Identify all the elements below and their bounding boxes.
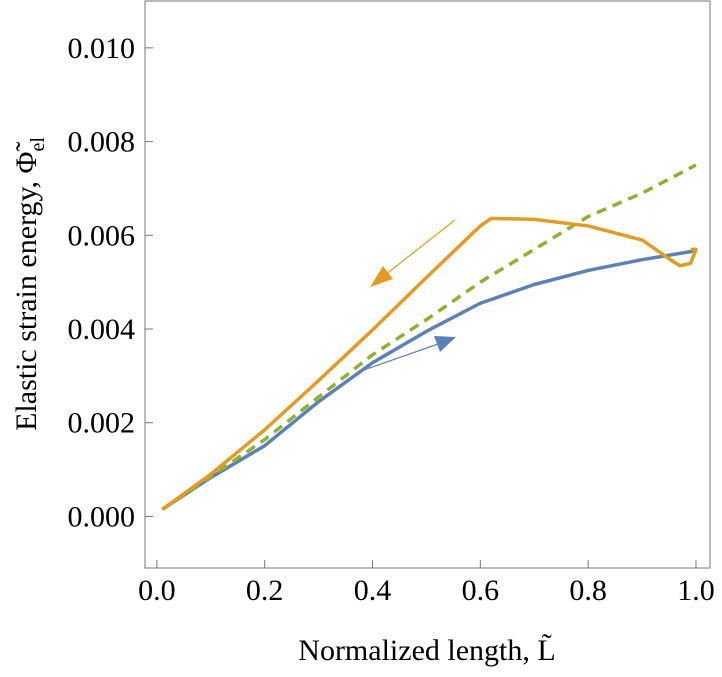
y-tick-label: 0.002 bbox=[68, 407, 136, 440]
y-tick-label: 0.008 bbox=[68, 126, 136, 159]
y-axis-label: Elastic strain energy, Φ̃el bbox=[10, 137, 49, 431]
x-tick-label: 0.0 bbox=[138, 574, 176, 607]
arrows bbox=[357, 219, 456, 373]
y-axis-label-subscript: el bbox=[27, 137, 49, 152]
y-tick-label: 0.006 bbox=[68, 219, 136, 252]
x-axis-label: Normalized length, L̃ bbox=[298, 634, 555, 667]
arrow-shaft bbox=[384, 219, 456, 276]
x-tick-label: 0.6 bbox=[462, 574, 500, 607]
plot-frame bbox=[144, 0, 711, 569]
x-tick-label: 1.0 bbox=[677, 574, 715, 607]
arrow-shaft bbox=[357, 343, 439, 373]
x-tick-label: 0.8 bbox=[569, 574, 607, 607]
arrow-head bbox=[434, 336, 456, 352]
arrow-head bbox=[370, 266, 393, 287]
y-tick-label: 0.010 bbox=[68, 32, 136, 65]
series-line bbox=[161, 163, 697, 511]
series-line bbox=[161, 216, 698, 511]
series-line bbox=[161, 249, 697, 511]
y-axis-label-main: Elastic strain energy, Φ̃ bbox=[10, 142, 43, 431]
x-tick-label: 0.4 bbox=[354, 574, 392, 607]
y-tick-label: 0.000 bbox=[68, 500, 136, 533]
y-tick-label: 0.004 bbox=[68, 313, 136, 346]
x-tick-label: 0.2 bbox=[246, 574, 284, 607]
